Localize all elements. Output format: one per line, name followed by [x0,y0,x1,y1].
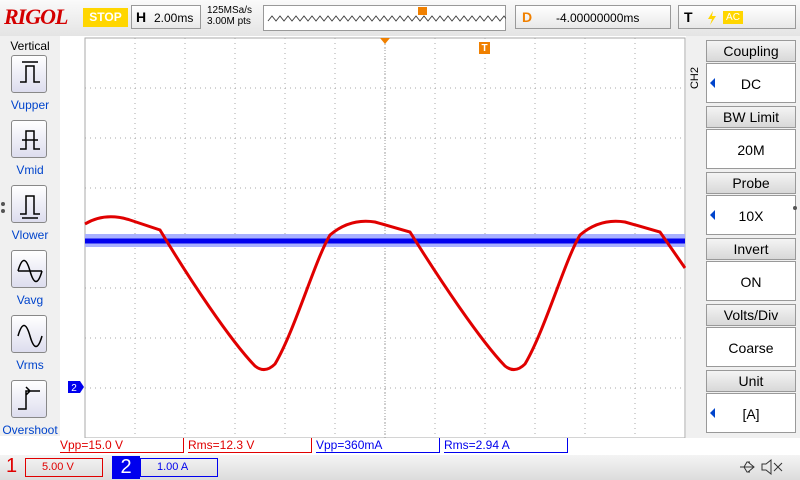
logo: RIGOL [4,4,68,29]
menu-value[interactable]: [A] [706,393,796,433]
sample-rate: 125MSa/s [207,5,253,16]
menu-icon[interactable] [11,315,47,353]
ch1-scale[interactable]: 5.00 V [25,458,103,477]
menu-header[interactable]: BW Limit [706,106,796,128]
run-status[interactable]: STOP [83,8,128,27]
select-arrow [710,408,715,418]
menu-value[interactable]: ON [706,261,796,301]
menu-header[interactable]: Volts/Div [706,304,796,326]
measurement: Vpp=360mA [316,438,440,453]
menu-icon[interactable] [11,380,47,418]
menu-dots [1,202,5,213]
trigger-label: T [684,9,693,25]
status-icons [740,458,783,476]
trigger-marker-box [479,42,490,54]
icon-glyph [20,61,40,83]
trigger-marker: T [481,43,487,54]
trigger-coupling: AC [723,11,743,24]
left-menu-title: Vertical [10,39,50,53]
ch2-offset-marker-shape [68,381,84,393]
select-arrow [710,210,715,220]
ch2-number[interactable]: 2 [112,456,140,479]
ch2-scale[interactable]: 1.00 A [140,458,218,477]
edge-icon [708,11,716,25]
icon-glyph [17,324,43,348]
timebase-label: H [136,9,147,25]
select-arrow [710,78,715,88]
menu-label[interactable]: Vavg [16,293,44,307]
ch1-number[interactable]: 1 [6,455,18,477]
menu-icon[interactable] [11,250,47,288]
menu-label[interactable]: Vlower [11,228,49,242]
measurement: Rms=12.3 V [188,438,312,453]
menu-value[interactable]: 10X [706,195,796,235]
menu-label[interactable]: Vrms [16,358,44,372]
memory-overview [263,5,506,31]
channel-tag: CH2 [689,66,702,90]
icon-glyph [18,386,40,410]
menu-header[interactable]: Coupling [706,40,796,62]
icon-glyph [20,195,40,219]
memory-depth: 3.00M pts [207,16,251,27]
menu-header[interactable]: Invert [706,238,796,260]
menu-icon[interactable] [11,120,47,158]
menu-value[interactable]: DC [706,63,796,103]
icon-glyph [20,130,40,150]
trigger-position-marker [380,38,390,44]
menu-header[interactable]: Unit [706,370,796,392]
menu-label[interactable]: Vmid [16,163,44,177]
menu-icon[interactable] [11,55,47,93]
menu-value[interactable]: Coarse [706,327,796,367]
ch1-trace [84,215,687,371]
waveform-area: T 2 [68,37,687,438]
timebase: 2.00ms [154,11,194,25]
menu-header[interactable]: Probe [706,172,796,194]
delay-label: D [522,9,533,25]
menu-dot [793,206,797,210]
ch2-offset-marker: 2 [71,383,77,394]
trigger-box[interactable]: T AC [678,5,796,29]
icon-glyph [17,259,43,283]
menu-label[interactable]: Overshoot [2,423,58,437]
timebase-box[interactable]: H 2.00ms [131,5,201,29]
menu-icon[interactable] [11,185,47,223]
delay: -4.00000000ms [556,11,640,25]
measurement: Rms=2.94 A [444,438,568,453]
sample-info: 125MSa/s 3.00M pts [207,5,252,27]
measurement: Vpp=15.0 V [60,438,184,453]
menu-value[interactable]: 20M [706,129,796,169]
delay-box[interactable]: D -4.00000000ms [515,5,671,29]
menu-label[interactable]: Vupper [10,98,50,112]
left-menu [0,36,60,436]
